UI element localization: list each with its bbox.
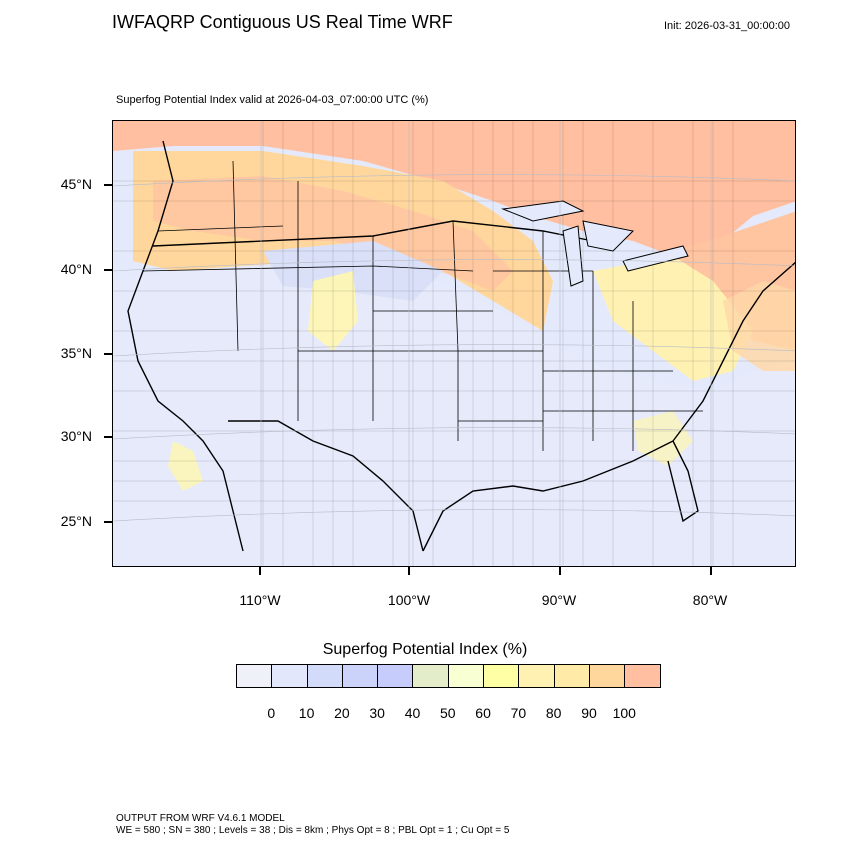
colorbar-box [553,664,590,688]
footer-config-line: WE = 580 ; SN = 380 ; Levels = 38 ; Dis … [116,825,510,836]
lon-tick [259,567,261,575]
lon-label-110: 110°W [239,592,281,608]
footer-model-line: OUTPUT FROM WRF V4.6.1 MODEL [116,813,285,824]
colorbar-box [341,664,379,688]
colorbar-tick-label: 70 [510,705,527,721]
ohio-valley-band [593,256,753,381]
colorbar-tick-label: 10 [298,705,315,721]
central-south-region [113,261,795,566]
colorbar-box [624,664,661,688]
northern-rockies-band [153,176,513,291]
canada-high-region [113,121,795,256]
colorbar-tick-label: 40 [404,705,421,721]
lat-label-35: 35°N [60,345,92,361]
map-subtitle: Superfog Potential Index valid at 2026-0… [116,94,429,106]
lat-tick [104,521,112,523]
east-coast [672,261,795,442]
mexico-border [228,420,424,552]
lat-tick [104,353,112,355]
colorbar-tick-label: 60 [475,705,491,721]
colorbar-tick-label: 30 [369,705,385,721]
lon-label-80: 80°W [692,592,728,608]
great-lakes [501,200,689,287]
colorbar-tick-label: 100 [612,705,636,721]
lon-tick [710,567,712,575]
lon-tick [559,567,561,575]
colorbar-box [306,664,343,688]
lat-label-25: 25°N [60,513,92,529]
gulf-coast [422,440,674,552]
colorbar-box [236,664,273,688]
west-coastline [127,140,244,552]
graticule [113,121,795,566]
rockies-yellow-patch [308,271,358,351]
colorbar-tick-label: 90 [581,705,597,721]
lon-label-100: 100°W [387,592,431,608]
lon-label-90: 90°W [541,592,577,608]
lat-tick [104,269,112,271]
init-time: Init: 2026-03-31_00:00:00 [664,20,790,32]
colorbar-box [412,664,449,688]
map-canvas [113,121,795,566]
lon-tick [408,567,410,575]
lat-tick [104,436,112,438]
lat-tick [104,184,112,186]
lat-label-30: 30°N [60,428,92,444]
colorbar-box [588,664,626,688]
florida [667,440,699,523]
colorbar-box [271,664,308,688]
colorbar-box [377,664,414,688]
colorbar-box [447,664,485,688]
colorbar-box [483,664,520,688]
lat-label-40: 40°N [60,261,92,277]
colorbar-tick-label: 80 [545,705,562,721]
plot-title: IWFAQRP Contiguous US Real Time WRF [112,12,453,32]
colorbar-tick-label: 50 [440,705,456,721]
state-lines [142,160,703,451]
lat-label-45: 45°N [60,176,92,192]
map-panel [112,120,796,567]
colorbar-tick-label: 0 [267,705,276,721]
colorbar-tick-label: 20 [334,705,350,721]
colorbar [236,664,661,688]
borders [127,140,795,552]
baja-yellow-patch [168,441,203,491]
colorbar-box [518,664,555,688]
colorbar-title: Superfog Potential Index (%) [322,641,528,658]
